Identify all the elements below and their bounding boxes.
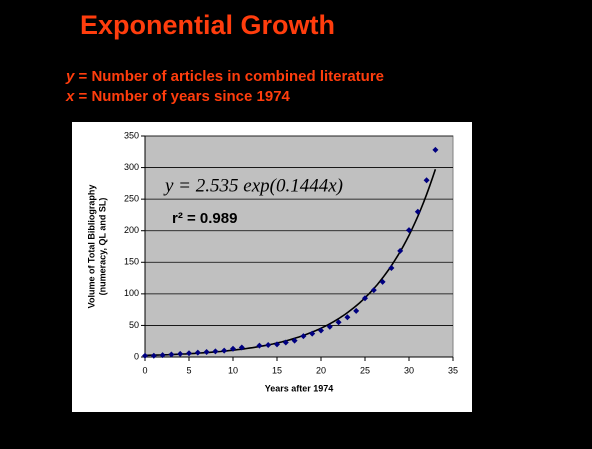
point — [370, 287, 377, 294]
point — [432, 146, 439, 153]
subtitle-line: y = Number of articles in combined liter… — [66, 68, 384, 85]
point — [142, 352, 148, 359]
text: = Number of years since 1974 — [74, 88, 290, 105]
x-tick-label: 25 — [360, 365, 370, 375]
plot-area — [144, 135, 454, 358]
x-axis-label: Years after 1974 — [265, 383, 334, 393]
var: x — [66, 88, 75, 105]
point — [406, 227, 412, 234]
point — [300, 333, 307, 340]
point — [291, 337, 298, 344]
point — [326, 323, 333, 330]
y-tick-label: 150 — [124, 257, 139, 267]
point — [230, 345, 236, 352]
point — [388, 264, 395, 271]
point — [194, 349, 201, 356]
r-squared: r² = 0.989 — [172, 210, 237, 227]
point — [318, 327, 324, 334]
point — [203, 348, 210, 355]
y-tick-label: 50 — [129, 320, 139, 330]
point — [238, 344, 245, 351]
equation: y = 2.535 exp(0.1444x) — [163, 175, 343, 196]
y-tick-label: 300 — [124, 162, 139, 172]
x-tick-label: 30 — [404, 365, 414, 375]
point — [344, 314, 351, 321]
point — [221, 347, 228, 354]
point — [168, 351, 175, 358]
x-tick-label: 10 — [228, 365, 238, 375]
y-tick-label: 100 — [124, 288, 139, 298]
y-tick-label: 250 — [124, 194, 139, 204]
point — [414, 208, 421, 215]
point — [423, 177, 430, 184]
fit-curve — [144, 168, 437, 357]
x-tick-label: 5 — [186, 365, 191, 375]
point — [150, 352, 157, 359]
var: y — [66, 68, 75, 85]
point — [397, 247, 404, 254]
text: = Number of articles in combined literat… — [74, 68, 385, 85]
point — [274, 341, 280, 348]
point — [265, 342, 272, 349]
subtitle-line: x = Number of years since 1974 — [66, 88, 290, 105]
point — [353, 307, 360, 314]
point — [362, 295, 368, 302]
point — [309, 330, 316, 337]
y-axis-label: (numeracy, QL and SL) — [97, 198, 107, 296]
point — [159, 352, 166, 359]
y-tick-label: 350 — [124, 130, 139, 140]
point — [379, 278, 386, 285]
y-axis-label: Volume of Total Bibliography — [86, 185, 96, 309]
y-tick-label: 200 — [124, 225, 139, 235]
point — [282, 339, 289, 346]
x-tick-label: 0 — [142, 365, 147, 375]
point — [186, 350, 192, 357]
point — [335, 319, 342, 326]
x-tick-label: 20 — [316, 365, 326, 375]
x-tick-label: 15 — [272, 365, 282, 375]
y-tick-label: 0 — [134, 351, 139, 361]
point — [177, 350, 184, 357]
point — [212, 348, 219, 355]
x-tick-label: 35 — [448, 365, 458, 375]
slide-title: Exponential Growth — [80, 10, 336, 40]
point — [256, 342, 263, 349]
